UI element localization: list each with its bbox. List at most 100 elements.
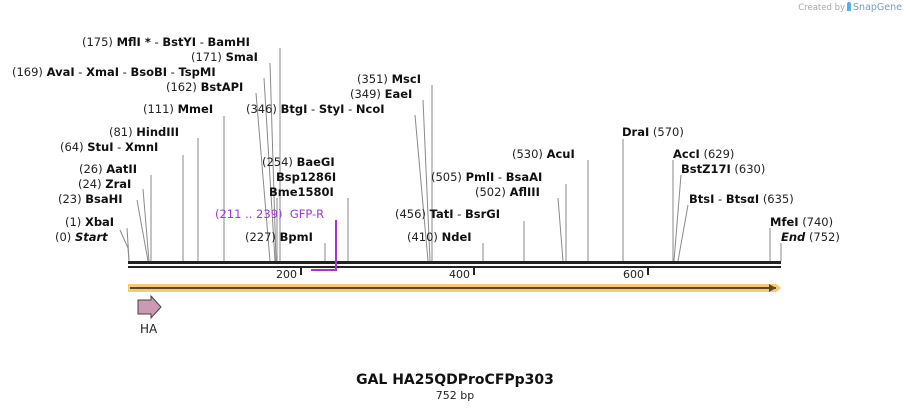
site-label-btgi-styi-ncoi[interactable]: (346) BtgI - StyI - NcoI	[246, 102, 385, 116]
ha-feature-arrow-icon[interactable]	[137, 294, 162, 320]
site-label-bsahi[interactable]: (23) BsaHI	[58, 192, 123, 206]
site-position: (349)	[350, 87, 381, 101]
site-label-eaei[interactable]: (349) EaeI	[350, 87, 412, 101]
enzyme-name: NdeI	[441, 230, 472, 244]
site-position: (24)	[78, 177, 102, 191]
site-label-xbai[interactable]: (1) XbaI	[65, 215, 114, 229]
snapgene-logo-icon	[847, 2, 852, 11]
snapgene-credit: Created by SnapGene	[798, 2, 902, 13]
site-label-acui[interactable]: (530) AcuI	[512, 147, 575, 161]
site-label-avai-xmai-bsobi-tspmi[interactable]: (169) AvaI - XmaI - BsoBI - TspMI	[12, 65, 216, 79]
enzyme-name: BsaHI	[85, 192, 123, 206]
enzyme-name: MflI *	[116, 35, 151, 49]
enzyme-name: DraI	[622, 125, 650, 139]
ruler-label-600: 600	[623, 268, 644, 281]
site-label-smai[interactable]: (171) SmaI	[191, 50, 258, 64]
site-label-end[interactable]: End (752)	[781, 230, 840, 244]
enzyme-name: BstAPI	[200, 80, 244, 94]
enzyme-name: BpmI	[279, 230, 313, 244]
enzyme-name: AatII	[106, 162, 137, 176]
orf-arrow-icon	[769, 284, 776, 292]
site-label-drai[interactable]: DraI (570)	[622, 125, 684, 139]
site-label-ndei[interactable]: (410) NdeI	[407, 230, 472, 244]
site-label-afliii[interactable]: (502) AflIII	[475, 185, 540, 199]
backbone-top-strand	[128, 261, 781, 264]
site-position: (26)	[79, 162, 103, 176]
credit-brand: SnapGene	[853, 2, 902, 13]
primer-range: (211 .. 239)	[215, 207, 283, 221]
site-label-aatii[interactable]: (26) AatII	[79, 162, 137, 176]
site-position: (171)	[191, 50, 222, 64]
site-label-mmei[interactable]: (111) MmeI	[143, 102, 213, 116]
enzyme-name: Start	[74, 230, 108, 244]
enzyme-name: MscI	[391, 72, 421, 86]
site-position: (530)	[512, 147, 543, 161]
site-position: (254)	[262, 155, 293, 169]
site-leader-lines	[119, 48, 782, 262]
credit-prefix: Created by	[798, 3, 846, 13]
site-position: (351)	[357, 72, 388, 86]
site-position: (630)	[734, 162, 766, 176]
site-position: (410)	[407, 230, 438, 244]
sequence-title: GAL HA25QDProCFPp303	[356, 372, 554, 388]
site-position: (570)	[652, 125, 684, 139]
enzyme-name: MmeI	[177, 102, 214, 116]
site-label-tati-bsrgi[interactable]: (456) TatI - BsrGI	[395, 207, 500, 221]
site-label-baegi[interactable]: (254) BaeGI	[262, 155, 335, 169]
enzyme-name: AcuI	[546, 147, 575, 161]
site-position: (162)	[166, 80, 197, 94]
enzyme-name: BsoBI	[130, 65, 168, 79]
site-position: (502)	[475, 185, 506, 199]
site-label-stui-xmni[interactable]: (64) StuI - XmnI	[60, 140, 159, 154]
site-position: (111)	[143, 102, 174, 116]
site-label-bpmi[interactable]: (227) BpmI	[245, 230, 313, 244]
enzyme-name: BaeGI	[296, 155, 335, 169]
site-position: (635)	[762, 192, 794, 206]
site-position: (23)	[58, 192, 82, 206]
site-label-mfei[interactable]: MfeI (740)	[770, 215, 833, 229]
enzyme-name: XmaI	[86, 65, 119, 79]
site-label-hindiii[interactable]: (81) HindIII	[109, 125, 179, 139]
primer-label-gfp-r[interactable]: (211 .. 239) GFP-R	[215, 207, 324, 221]
site-position: (175)	[82, 35, 113, 49]
enzyme-name: TspMI	[178, 65, 216, 79]
enzyme-name: Bme1580I	[269, 185, 334, 199]
enzyme-name: AccI	[673, 147, 700, 161]
site-label-bstz17i[interactable]: BstZ17I (630)	[681, 162, 765, 176]
enzyme-name: XbaI	[84, 215, 115, 229]
enzyme-name: BtsαI	[725, 192, 760, 206]
site-label-zrai[interactable]: (24) ZraI	[78, 177, 131, 191]
site-position: (505)	[431, 170, 462, 184]
enzyme-name: StuI	[87, 140, 114, 154]
orf-arrow-head	[775, 283, 781, 293]
site-position: (81)	[109, 125, 133, 139]
enzyme-name: StyI	[318, 102, 345, 116]
enzyme-name: XmnI	[124, 140, 159, 154]
site-label-msci[interactable]: (351) MscI	[357, 72, 421, 86]
site-label-bstapi[interactable]: (162) BstAPI	[166, 80, 243, 94]
enzyme-name: ZraI	[105, 177, 132, 191]
site-label-start[interactable]: (0) Start	[55, 230, 108, 244]
site-label-acci[interactable]: AccI (629)	[673, 147, 734, 161]
enzyme-name: EaeI	[384, 87, 413, 101]
enzyme-name: BstZ17I	[681, 162, 731, 176]
ruler-label-200: 200	[276, 268, 297, 281]
enzyme-name: BtgI	[280, 102, 308, 116]
site-label-bsp1286i[interactable]: Bsp1286I	[276, 170, 336, 184]
site-label-btsi-btsai[interactable]: BtsI - BtsαI (635)	[689, 192, 794, 206]
enzyme-name: End	[781, 230, 806, 244]
enzyme-name: BsaAI	[505, 170, 543, 184]
enzyme-name: TatI	[429, 207, 454, 221]
enzyme-name: BamHI	[207, 35, 250, 49]
site-label-pmli-bsaai[interactable]: (505) PmlI - BsaAI	[431, 170, 543, 184]
site-position: (346)	[246, 102, 277, 116]
primer-gfp-r-marker[interactable]	[311, 220, 337, 271]
site-position: (0)	[55, 230, 72, 244]
feature-label-ha[interactable]: HA	[140, 322, 158, 336]
enzyme-name: Bsp1286I	[276, 170, 337, 184]
site-position: (629)	[703, 147, 735, 161]
site-label-bme1580i[interactable]: Bme1580I	[269, 185, 334, 199]
site-position: (1)	[65, 215, 82, 229]
site-label-mfli-bstyi-bamhi[interactable]: (175) MflI * - BstYI - BamHI	[82, 35, 250, 49]
